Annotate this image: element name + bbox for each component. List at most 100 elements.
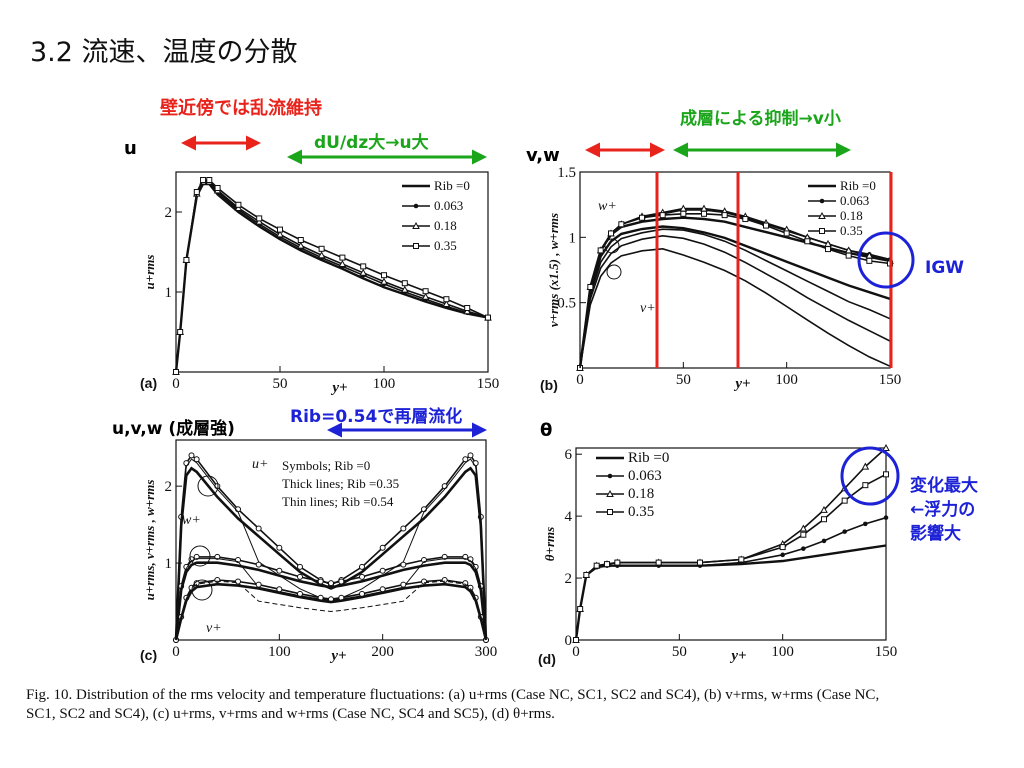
x-tick-label: 150 xyxy=(879,372,902,388)
legend-marker xyxy=(819,228,825,234)
data-point xyxy=(256,215,263,222)
data-point xyxy=(821,516,827,523)
data-point xyxy=(328,580,334,587)
legend-entry: Rib =0 xyxy=(840,178,876,193)
curve-label: v+ xyxy=(640,301,656,316)
max-change-line1: 変化最大 xyxy=(910,476,978,496)
x-tick-label: 0 xyxy=(576,372,584,388)
data-point xyxy=(183,257,190,263)
data-point xyxy=(883,471,889,478)
data-point xyxy=(297,237,304,243)
data-point xyxy=(862,482,869,489)
data-point xyxy=(780,552,785,558)
data-point xyxy=(255,525,262,532)
label-theta: θ xyxy=(540,420,553,441)
series-line-v xyxy=(578,225,891,369)
data-point xyxy=(882,443,890,451)
legend-marker xyxy=(413,243,419,249)
data-point xyxy=(401,280,408,287)
y-tick-label: 1.5 xyxy=(557,165,576,181)
data-point xyxy=(593,562,600,569)
y-axis-label: θ+rms xyxy=(542,527,557,561)
data-point xyxy=(783,230,790,237)
x-tick-label: 200 xyxy=(371,644,394,660)
data-point xyxy=(339,254,346,261)
data-point xyxy=(614,559,621,566)
data-point xyxy=(276,586,283,593)
data-point xyxy=(235,578,241,585)
series-line xyxy=(575,516,887,641)
data-point xyxy=(276,544,283,551)
data-point xyxy=(799,524,808,532)
series-line-v xyxy=(579,247,891,369)
data-point xyxy=(573,637,579,643)
curve-callout-circle xyxy=(189,545,211,567)
series-line-v xyxy=(579,228,891,369)
x-tick-label: 150 xyxy=(477,376,500,392)
x-tick-label: 50 xyxy=(273,376,288,392)
y-tick-label: 0.5 xyxy=(557,296,576,312)
data-point xyxy=(359,573,365,580)
panel-label: (a) xyxy=(140,375,157,391)
thick-line xyxy=(174,582,488,641)
caption-line2: SC1, SC2 and SC4), (c) u+rms, v+rms and … xyxy=(26,706,555,722)
data-point xyxy=(485,314,491,321)
curve-label: w+ xyxy=(182,513,201,528)
curve-callout-circle xyxy=(191,579,213,601)
y-axis-label: u+rms, v+rms , w+rms xyxy=(142,480,157,601)
plot-frame xyxy=(575,447,887,641)
plot-frame xyxy=(175,439,487,641)
data-point xyxy=(883,515,889,520)
data-point xyxy=(861,462,870,470)
data-point xyxy=(359,268,368,276)
data-point xyxy=(697,559,703,566)
data-point xyxy=(379,544,386,551)
legend-entry: 0.063 xyxy=(628,468,662,484)
plot-frame xyxy=(175,171,489,373)
panel-label: (b) xyxy=(540,377,558,393)
legend-entry: 0.063 xyxy=(434,198,463,213)
annotation-shear-large: dU/dz大→u大 xyxy=(314,133,429,153)
legend-entry: 0.35 xyxy=(628,504,654,520)
chart-panel-1: 0 50 100 150 0.5 1 1.5 y+ v+rms (x1.5) , w+rms (b… xyxy=(540,165,901,393)
data-point xyxy=(338,578,345,585)
x-tick-label: 100 xyxy=(373,376,396,392)
max-change-line2: ←浮力の xyxy=(910,500,976,520)
x-axis-label: y+ xyxy=(729,648,746,664)
y-tick-label: 6 xyxy=(565,447,573,463)
curve-label: v+ xyxy=(206,621,222,636)
data-point xyxy=(193,189,200,195)
legend-entry: 0.35 xyxy=(840,223,863,238)
y-tick-label: 1 xyxy=(165,285,173,301)
data-point xyxy=(608,230,614,237)
data-point xyxy=(277,226,283,233)
data-point xyxy=(400,285,409,293)
curve-label: u+ xyxy=(252,457,268,472)
data-point xyxy=(276,567,283,574)
data-point xyxy=(421,578,427,585)
data-point xyxy=(464,305,471,311)
data-point xyxy=(655,559,662,566)
curve-callout-circle xyxy=(197,475,219,497)
data-point xyxy=(214,185,221,191)
x-tick-label: 0 xyxy=(172,644,180,660)
label-vw: v,w xyxy=(526,145,560,166)
legend-marker xyxy=(818,211,826,219)
legend-marker xyxy=(607,473,613,479)
data-point xyxy=(587,283,594,290)
annotation-wall-turbulence: 壁近傍では乱流維持 xyxy=(160,98,322,119)
data-point xyxy=(317,251,326,259)
x-tick-label: 50 xyxy=(676,372,691,388)
y-tick-label: 0 xyxy=(565,633,573,649)
data-point xyxy=(639,214,645,221)
y-axis-label: v+rms (x1.5) , w+rms xyxy=(546,213,561,327)
thick-line xyxy=(174,561,488,641)
x-tick-label: 0 xyxy=(572,644,580,660)
caption-line1: Fig. 10. Distribution of the rms velocit… xyxy=(26,687,880,703)
data-point xyxy=(379,567,386,574)
legend-entry: 0.35 xyxy=(434,238,457,253)
data-point xyxy=(400,561,407,568)
y-tick-label: 2 xyxy=(165,479,173,495)
curve-label: w+ xyxy=(598,199,617,214)
y-tick-label: 1 xyxy=(165,556,173,572)
